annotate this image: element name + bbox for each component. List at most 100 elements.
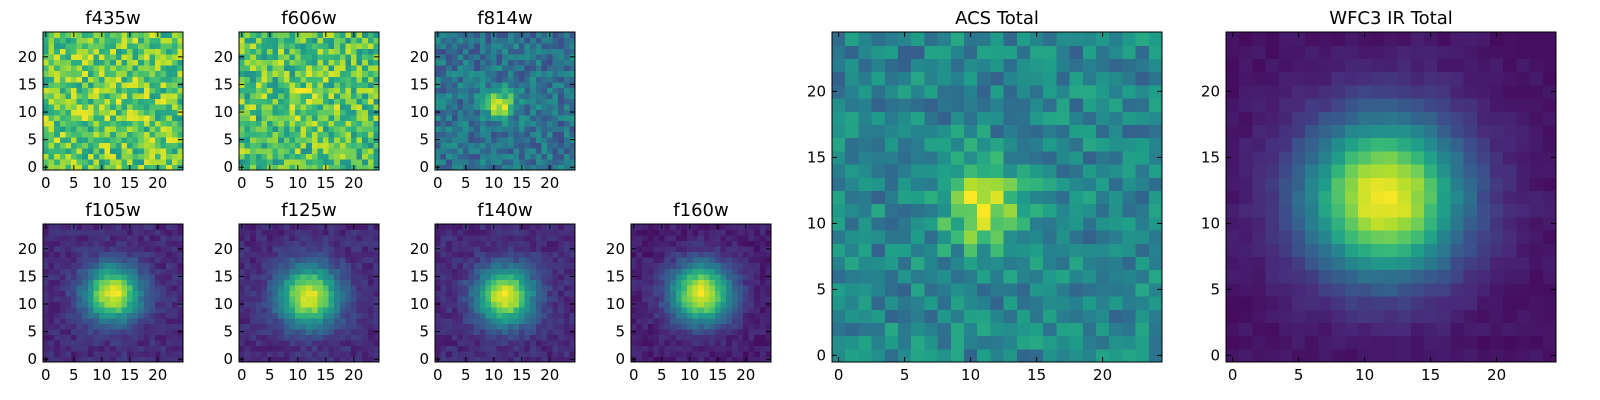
heatmap-cell [171, 334, 178, 341]
heatmap-cell [323, 301, 330, 308]
heatmap-cell [54, 301, 61, 308]
heatmap-cell [479, 273, 486, 280]
heatmap-cell [339, 339, 346, 347]
heatmap-cell [1122, 230, 1137, 244]
heatmap-cell [43, 334, 50, 341]
heatmap-cell [356, 334, 363, 341]
heatmap-cell [43, 240, 50, 247]
heatmap-cell [54, 65, 61, 72]
heatmap-cell [104, 334, 111, 341]
heatmap-cell [687, 279, 694, 286]
heatmap-cell [99, 37, 106, 44]
heatmap-cell [272, 312, 279, 319]
heatmap-cell [496, 323, 503, 330]
heatmap-cell [1003, 203, 1018, 218]
heatmap-cell [446, 87, 453, 94]
heatmap-cell [267, 290, 274, 297]
heatmap-cell [519, 142, 526, 149]
heatmap-cell [132, 290, 139, 297]
heatmap-cell [692, 229, 699, 236]
heatmap-cell [278, 334, 285, 341]
heatmap-cell [653, 262, 660, 269]
heatmap-cell [451, 262, 458, 269]
heatmap-cell [250, 136, 257, 143]
heatmap-cell [552, 131, 559, 138]
heatmap-cell [731, 306, 738, 313]
heatmap-cell [468, 120, 475, 127]
heatmap-cell [54, 120, 61, 127]
heatmap-cell [720, 345, 727, 352]
heatmap-cell [115, 224, 122, 231]
heatmap-cell [457, 290, 464, 297]
heatmap-cell [261, 81, 268, 88]
heatmap-cell [479, 350, 486, 358]
heatmap-cell [244, 54, 251, 61]
heatmap-cell [149, 92, 156, 99]
heatmap-cell [681, 240, 688, 247]
heatmap-cell [323, 43, 330, 50]
heatmap-cell [283, 262, 290, 269]
heatmap-cell [675, 301, 682, 308]
heatmap-cell [65, 240, 72, 247]
heatmap-cell [65, 98, 72, 105]
heatmap-cell [541, 98, 548, 105]
heatmap-cell [177, 120, 184, 127]
heatmap-cell [468, 301, 475, 308]
heatmap-cell [765, 339, 772, 347]
heatmap-cell [884, 348, 899, 363]
heatmap-cell [726, 323, 733, 330]
heatmap-cell [43, 268, 50, 275]
heatmap-cell [519, 306, 526, 313]
heatmap-cell [317, 229, 324, 236]
heatmap-cell [457, 317, 464, 324]
heatmap-cell [479, 235, 486, 242]
heatmap-cell [155, 257, 162, 264]
heatmap-cell [502, 109, 509, 116]
heatmap-cell [468, 164, 475, 171]
heatmap-cell [289, 312, 296, 319]
heatmap-cell [121, 295, 128, 302]
heatmap-cell [563, 136, 570, 143]
heatmap-cell [311, 350, 318, 358]
heatmap-cell [317, 262, 324, 269]
heatmap-cell [435, 114, 442, 121]
heatmap-cell [681, 350, 688, 358]
heatmap-cell [519, 54, 526, 61]
heatmap-cell [317, 251, 324, 258]
heatmap-cell [110, 158, 117, 166]
heatmap-cell [65, 59, 72, 66]
heatmap-cell [166, 345, 173, 352]
heatmap-cell [345, 54, 352, 61]
heatmap-cell [250, 153, 257, 160]
heatmap-cell [43, 312, 50, 319]
heatmap-cell [93, 87, 100, 94]
heatmap-cell [362, 59, 369, 66]
heatmap-cell [345, 153, 352, 160]
heatmap-cell [65, 306, 72, 313]
heatmap-cell [356, 70, 363, 77]
y-tick-label: 0 [27, 350, 37, 368]
heatmap-cell [440, 32, 447, 39]
heatmap-cell [440, 37, 447, 44]
heatmap-cell [558, 350, 565, 358]
heatmap-cell [362, 87, 369, 94]
heatmap-cell [43, 235, 50, 242]
heatmap-cell [1096, 177, 1110, 191]
heatmap-cell [692, 295, 699, 302]
heatmap-cell [48, 87, 55, 94]
heatmap-cell [754, 317, 761, 324]
heatmap-cell [731, 295, 738, 302]
heatmap-cell [362, 224, 369, 231]
heatmap-cell [547, 306, 554, 313]
heatmap-cell [250, 235, 257, 242]
heatmap-cell [76, 312, 83, 319]
heatmap-cell [463, 323, 470, 330]
heatmap-cell [367, 262, 374, 269]
heatmap-cell [524, 284, 531, 291]
heatmap-cell [440, 257, 447, 264]
heatmap-cell [731, 273, 738, 280]
heatmap-cell [300, 240, 307, 247]
heatmap-cell [491, 301, 498, 308]
heatmap-cell [255, 312, 262, 319]
